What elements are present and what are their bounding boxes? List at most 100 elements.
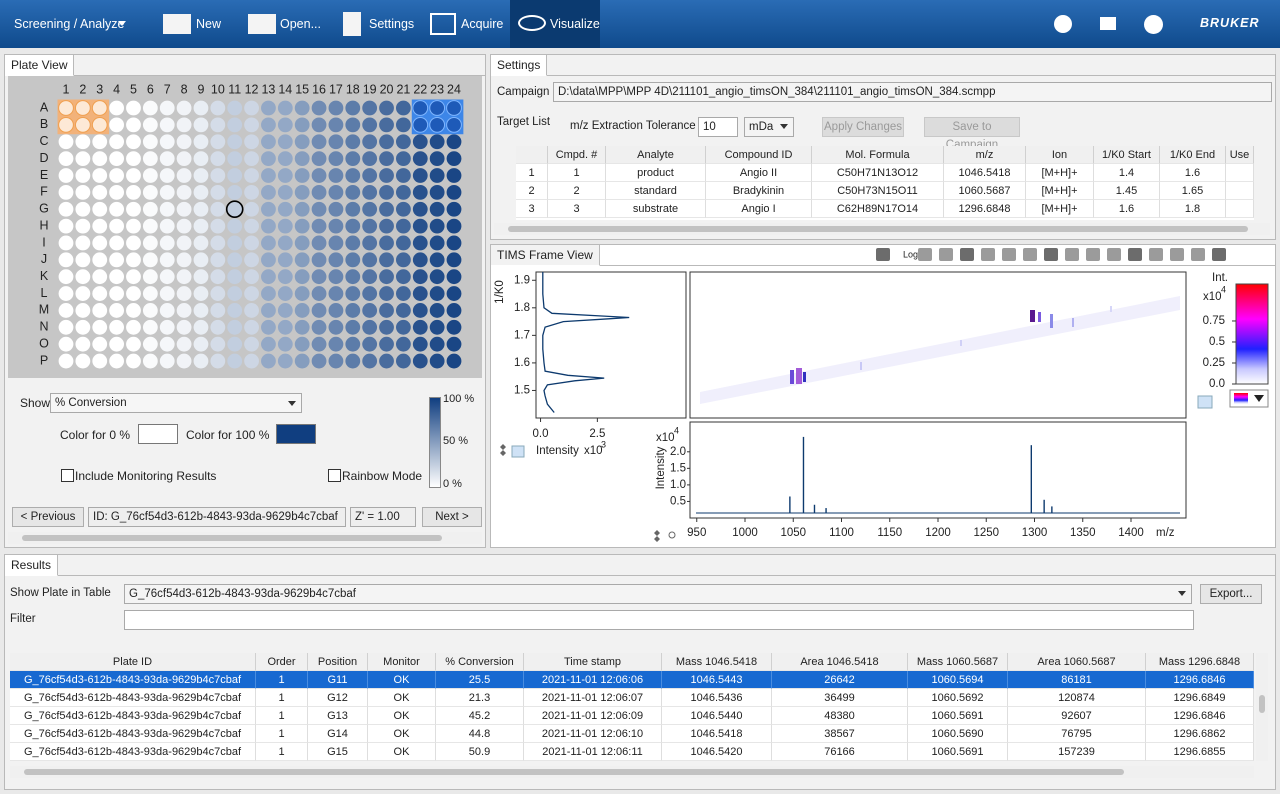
tab[interactable]: TIMS Frame View [491,245,600,266]
scroll-thumb[interactable] [24,769,1124,775]
table-cell: standard [606,182,706,200]
plate-select[interactable]: G_76cf54d3-612b-4843-93da-9629b4c7cbaf [124,584,1192,604]
table-cell: 1296.6855 [1146,743,1254,761]
vertical-scrollbar[interactable] [1256,653,1268,761]
tab[interactable]: Plate View [5,55,74,76]
tab[interactable]: Settings [491,55,547,76]
logo: BRUKER [1200,16,1259,30]
table-cell: G11 [308,671,368,689]
select-arrow [288,401,296,406]
color0-label: Color for 0 % [60,428,130,442]
header-cell: Position [308,653,368,671]
open-button[interactable]: Open... [280,17,321,31]
scrollbar[interactable] [10,766,1254,778]
table-cell: 1046.5420 [662,743,772,761]
open-icon [248,14,276,34]
table-cell: 1 [256,707,308,725]
tolerance-input[interactable]: 10 [698,117,738,137]
table-cell: 1.8 [1160,200,1226,218]
z-prime: Z' = 1.00 [350,507,416,527]
color0-swatch[interactable] [138,424,178,444]
table-cell: 1 [256,743,308,761]
table-cell: 1046.5418 [944,164,1026,182]
legend-label: 0 % [443,478,462,490]
campaign-path: D:\data\MPP\MPP 4D\211101_angio_timsON_3… [553,82,1272,102]
header-cell: Mass 1060.5687 [908,653,1008,671]
tab-line [5,75,485,76]
table-cell: 76795 [1008,725,1146,743]
table-cell: 1060.5694 [908,671,1008,689]
table-cell: 25.5 [436,671,524,689]
table-cell: 1 [256,671,308,689]
rainbow-checkbox[interactable] [328,469,341,482]
table-cell: C62H89N17O14 [812,200,944,218]
table-cell: 48380 [772,707,908,725]
table-cell: [M+H]+ [1026,200,1094,218]
menu[interactable]: Screening / Analyze [14,17,125,31]
results-table: Plate IDOrderPositionMonitor% Conversion… [10,653,1254,761]
gear-icon[interactable] [1054,15,1072,33]
settings-button[interactable]: Settings [369,17,414,31]
table-cell: 157239 [1008,743,1146,761]
table-cell: 2021-11-01 12:06:11 [524,743,662,761]
filter-label: Filter [10,613,36,625]
color100-label: Color for 100 % [186,428,269,442]
save-button[interactable]: Save to Campaign [924,117,1020,137]
rainbow-label: Rainbow Mode [342,469,422,483]
table-cell: 50.9 [436,743,524,761]
show-plate-label: Show Plate in Table [10,587,111,599]
table-cell: 2 [516,182,548,200]
visualize-button[interactable]: Visualize [550,17,600,31]
color100-swatch[interactable] [276,424,316,444]
flag-icon[interactable] [1100,17,1116,30]
table-cell: 1296.6862 [1146,725,1254,743]
header-cell: Plate ID [10,653,256,671]
show-select[interactable]: % Conversion [50,393,302,413]
table-cell: 45.2 [436,707,524,725]
table-cell: 1060.5692 [908,689,1008,707]
table-cell: G_76cf54d3-612b-4843-93da-9629b4c7cbaf [10,671,256,689]
apply-button[interactable]: Apply Changes [822,117,904,137]
acquire-button[interactable]: Acquire [461,17,503,31]
next-button[interactable]: Next > [422,507,482,527]
table-cell: 2021-11-01 12:06:06 [524,671,662,689]
table-cell: 2021-11-01 12:06:10 [524,725,662,743]
use-cell [1226,164,1254,182]
table-cell: OK [368,725,436,743]
monitoring-label: Include Monitoring Results [75,469,216,483]
table-cell: 2021-11-01 12:06:07 [524,689,662,707]
table-cell: 1.65 [1160,182,1226,200]
scroll-thumb[interactable] [1259,695,1265,713]
table-cell: 1296.6848 [944,200,1026,218]
table-cell: G_76cf54d3-612b-4843-93da-9629b4c7cbaf [10,707,256,725]
table-cell: 120874 [1008,689,1146,707]
table-cell: G14 [308,725,368,743]
previous-button[interactable]: < Previous [12,507,84,527]
export-button[interactable]: Export... [1200,584,1262,604]
table-cell: 2021-11-01 12:06:09 [524,707,662,725]
table-cell: 1296.6846 [1146,707,1254,725]
table-cell: 1 [548,164,606,182]
legend-label: 50 % [443,435,468,447]
table-cell: 1046.5443 [662,671,772,689]
scrollbar[interactable] [494,223,1270,235]
monitoring-checkbox[interactable] [61,469,74,482]
scroll-thumb[interactable] [22,535,442,541]
scrollbar[interactable] [8,532,482,544]
help-icon[interactable] [1144,15,1163,34]
table-cell: 76166 [772,743,908,761]
table-cell: 21.3 [436,689,524,707]
header-cell: Ion [1026,146,1094,164]
tab[interactable]: Results [5,555,58,576]
header-cell: % Conversion [436,653,524,671]
tab-line [491,265,1275,266]
header-cell: m/z [944,146,1026,164]
scroll-thumb[interactable] [508,226,1248,232]
table-cell: product [606,164,706,182]
show-label: Show [20,396,50,410]
settings-icon [343,12,361,36]
filter-input[interactable] [124,610,1194,630]
table-cell: 1060.5687 [944,182,1026,200]
new-button[interactable]: New [196,17,221,31]
